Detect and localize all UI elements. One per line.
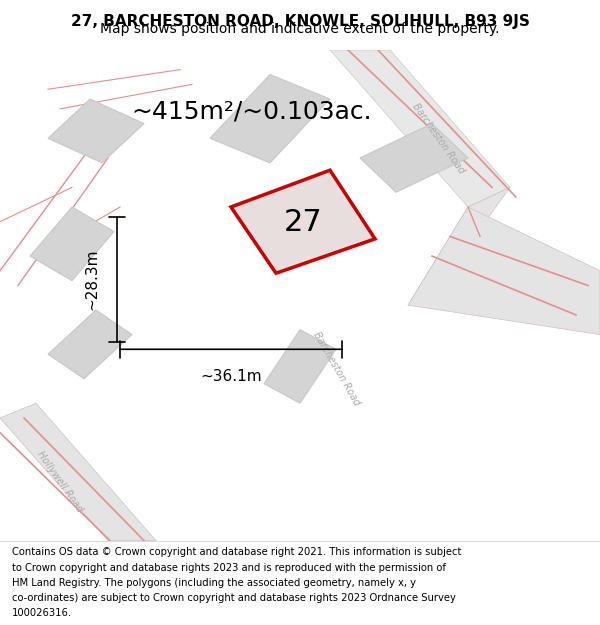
Text: Hollywell Road: Hollywell Road: [35, 449, 85, 514]
Polygon shape: [360, 124, 468, 192]
Polygon shape: [408, 207, 600, 334]
Polygon shape: [264, 329, 336, 403]
Text: ~36.1m: ~36.1m: [200, 369, 262, 384]
Text: 27, BARCHESTON ROAD, KNOWLE, SOLIHULL, B93 9JS: 27, BARCHESTON ROAD, KNOWLE, SOLIHULL, B…: [71, 14, 529, 29]
Text: Map shows position and indicative extent of the property.: Map shows position and indicative extent…: [100, 22, 500, 36]
Text: Barcheston Road: Barcheston Road: [410, 101, 466, 176]
Text: to Crown copyright and database rights 2023 and is reproduced with the permissio: to Crown copyright and database rights 2…: [12, 562, 446, 572]
Polygon shape: [30, 207, 114, 281]
Text: ~28.3m: ~28.3m: [84, 249, 99, 310]
Text: HM Land Registry. The polygons (including the associated geometry, namely x, y: HM Land Registry. The polygons (includin…: [12, 578, 416, 587]
Text: Barcheston Road: Barcheston Road: [311, 330, 361, 408]
Text: co-ordinates) are subject to Crown copyright and database rights 2023 Ordnance S: co-ordinates) are subject to Crown copyr…: [12, 593, 456, 603]
Polygon shape: [48, 310, 132, 379]
Polygon shape: [231, 170, 375, 273]
Polygon shape: [330, 50, 510, 207]
Text: Contains OS data © Crown copyright and database right 2021. This information is : Contains OS data © Crown copyright and d…: [12, 548, 461, 558]
Polygon shape: [408, 188, 510, 305]
Text: ~415m²/~0.103ac.: ~415m²/~0.103ac.: [131, 99, 373, 123]
Text: 100026316.: 100026316.: [12, 608, 72, 618]
Polygon shape: [0, 403, 156, 541]
Polygon shape: [210, 74, 330, 163]
Polygon shape: [48, 99, 144, 163]
Text: 27: 27: [284, 208, 322, 237]
